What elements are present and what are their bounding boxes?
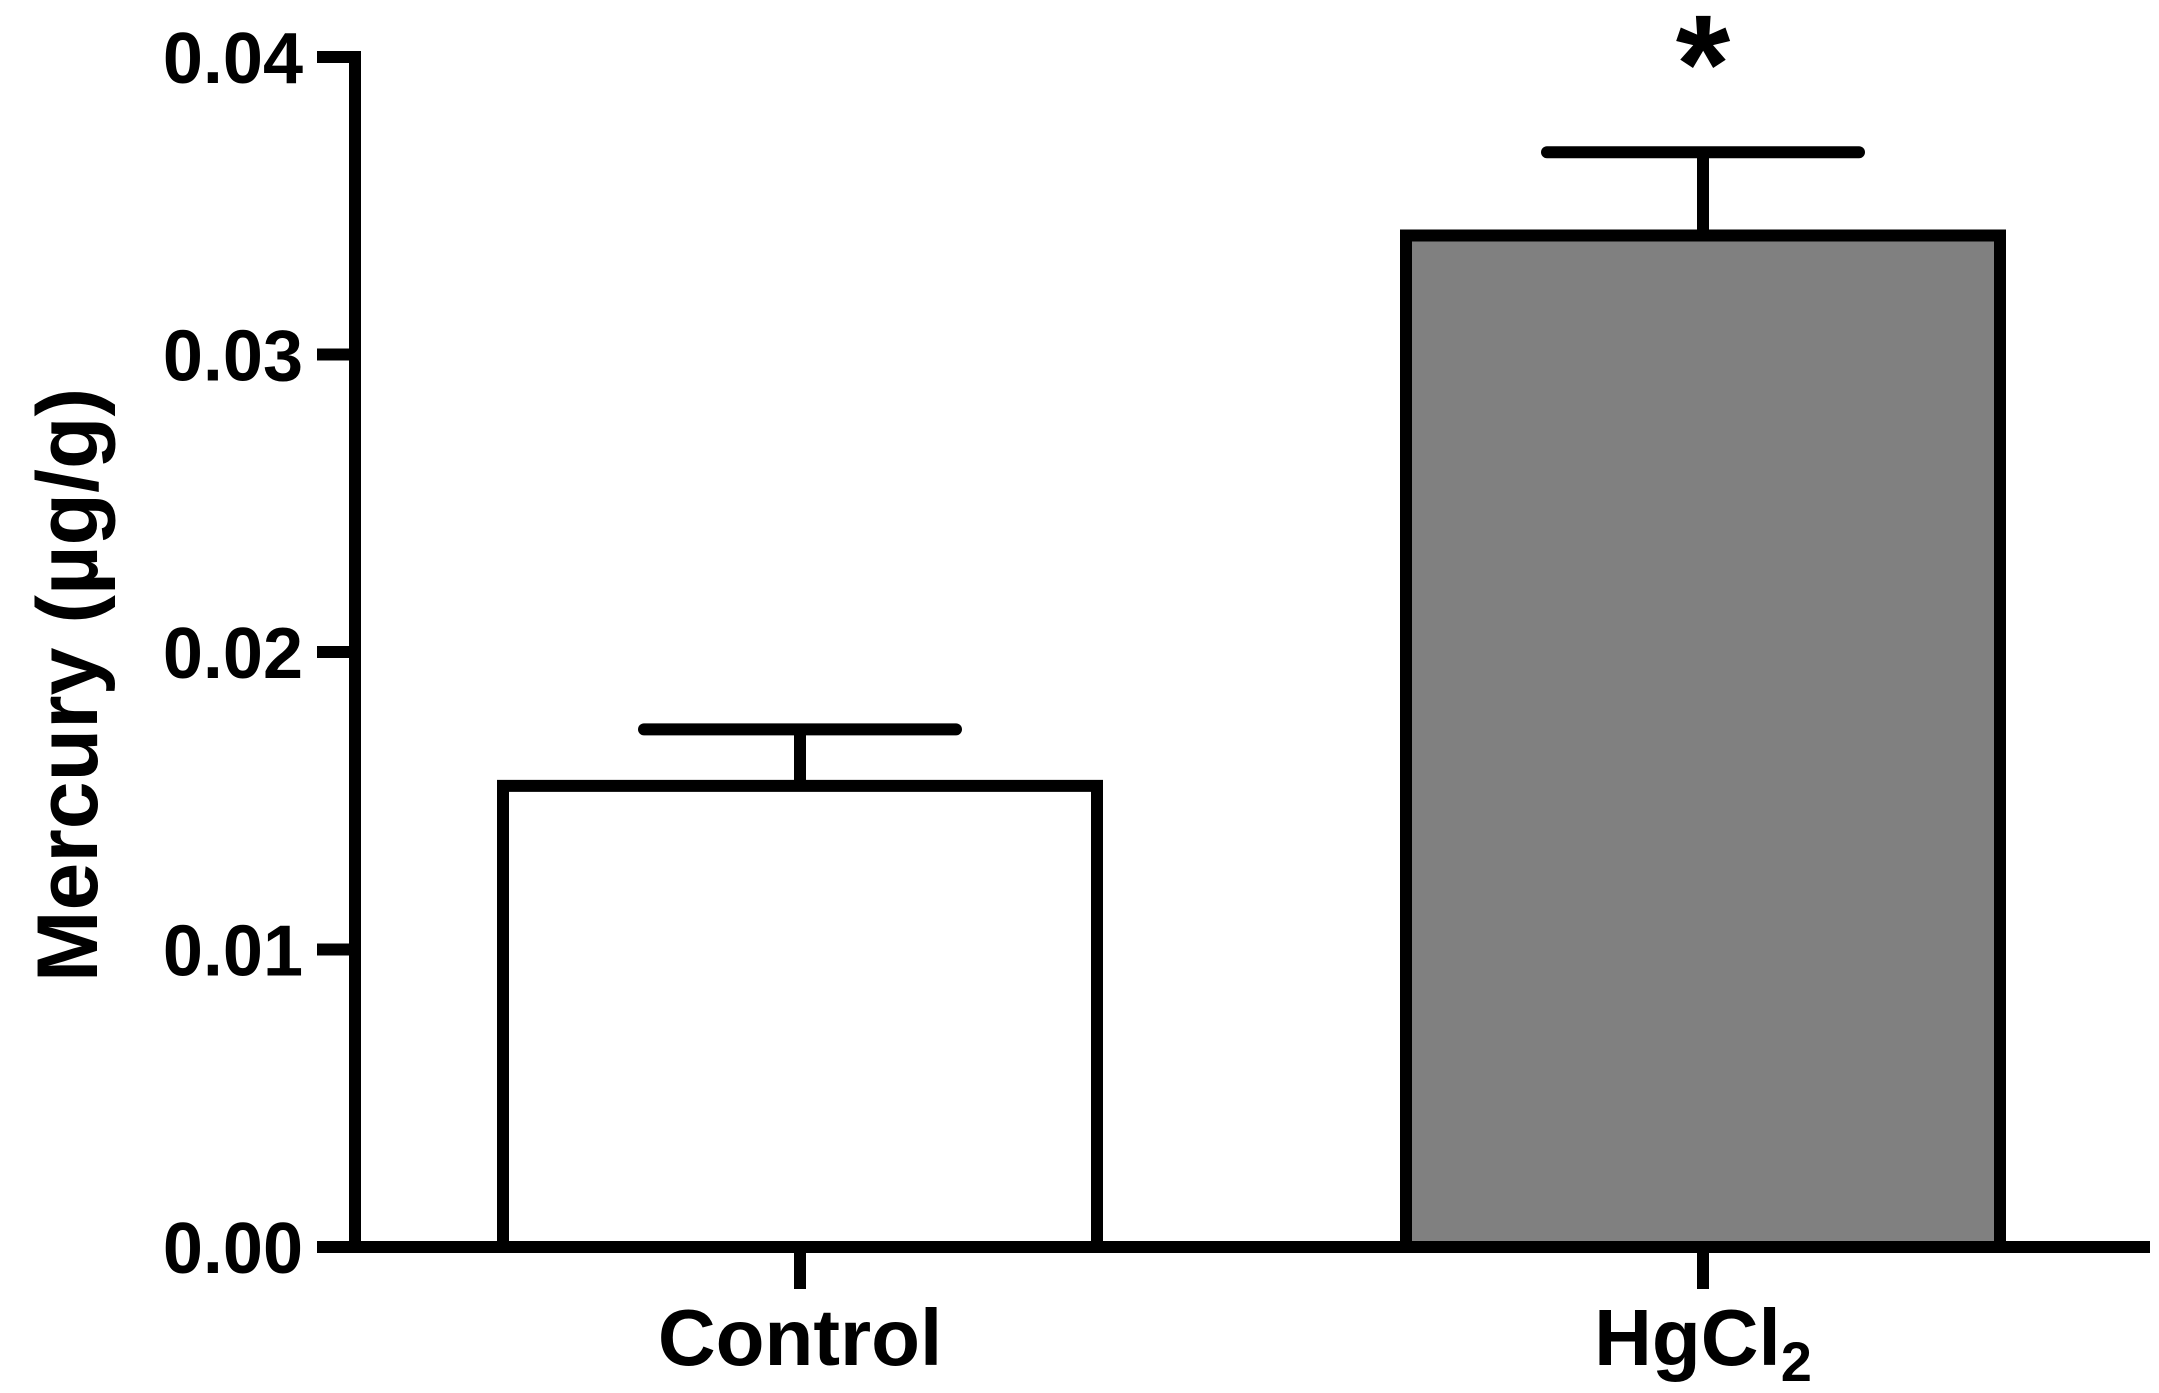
bar-control — [497, 779, 1103, 1253]
axes: 0.00 0.01 0.02 0.03 0.04 Control HgCl2 — [163, 19, 2150, 1393]
y-tick-label: 0.00 — [163, 1209, 303, 1289]
y-tick-label: 0.03 — [163, 317, 303, 397]
y-tick-label: 0.02 — [163, 614, 303, 694]
bar-hgcl2 — [1400, 229, 2006, 1253]
significance-asterisk: * — [1676, 0, 1731, 142]
y-tick-label: 0.04 — [163, 19, 303, 99]
y-axis-title: Mercury (µg/g) — [20, 388, 116, 982]
y-tick-label: 0.01 — [163, 912, 303, 992]
x-tick-label: HgCl2 — [1594, 1293, 1812, 1393]
bars: * — [497, 0, 2006, 1253]
x-tick-label: Control — [658, 1293, 942, 1382]
